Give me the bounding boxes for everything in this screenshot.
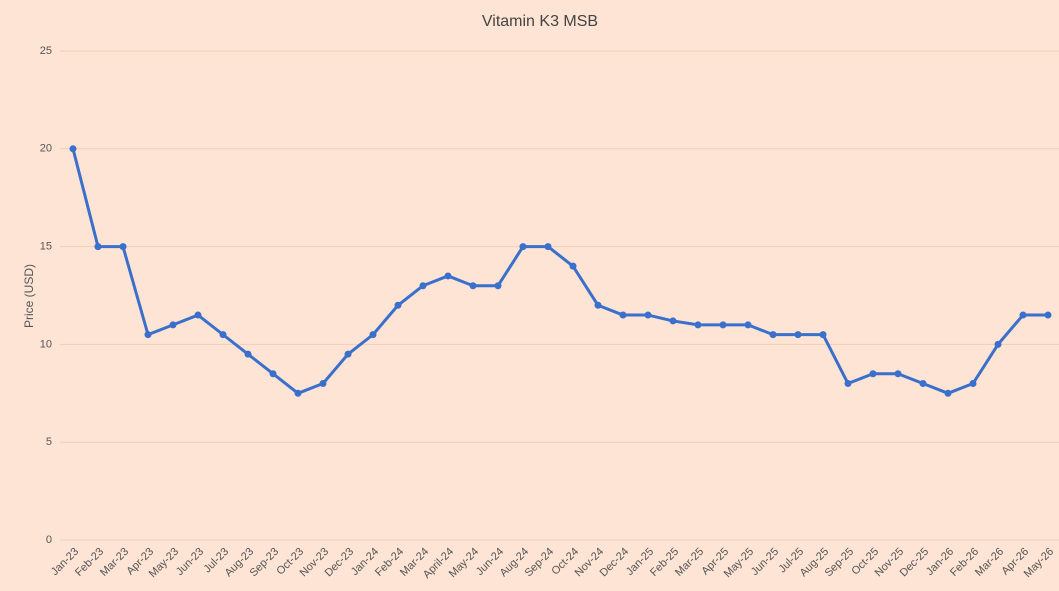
line	[71, 148, 1048, 395]
point	[644, 311, 652, 319]
point	[269, 370, 277, 378]
point	[769, 331, 777, 339]
point	[669, 317, 677, 325]
point	[219, 331, 227, 339]
point	[469, 282, 477, 290]
point	[944, 389, 952, 397]
point	[569, 262, 577, 270]
y-tick-label: 25	[40, 45, 52, 57]
point	[94, 243, 102, 251]
point	[344, 350, 352, 358]
point	[844, 380, 852, 388]
point	[394, 301, 402, 309]
y-tick-label: 10	[40, 338, 52, 350]
point	[1019, 311, 1027, 319]
point	[919, 380, 927, 388]
point	[594, 301, 602, 309]
y-tick-label: 15	[40, 241, 52, 253]
point	[119, 243, 127, 251]
y-axis-label: Price (USD)	[22, 264, 36, 328]
y-tick-label: 20	[40, 143, 52, 155]
point	[694, 321, 702, 329]
point	[494, 282, 502, 290]
point	[794, 331, 802, 339]
point	[319, 380, 327, 388]
point	[244, 350, 252, 358]
point	[719, 321, 727, 329]
point	[994, 340, 1002, 348]
y-tick-label: 0	[46, 534, 52, 546]
point	[1044, 311, 1052, 319]
point	[69, 145, 77, 153]
point	[544, 243, 552, 251]
point	[444, 272, 452, 280]
point	[969, 380, 977, 388]
point	[744, 321, 752, 329]
point	[819, 331, 827, 339]
point	[294, 389, 302, 397]
point	[619, 311, 627, 319]
chart-title: Vitamin K3 MSB	[482, 13, 598, 30]
point	[869, 370, 877, 378]
point	[169, 321, 177, 329]
point	[194, 311, 202, 319]
point	[894, 370, 902, 378]
point	[519, 243, 527, 251]
point	[419, 282, 427, 290]
point	[369, 331, 377, 339]
point	[144, 331, 152, 339]
y-tick-label: 5	[46, 436, 52, 448]
